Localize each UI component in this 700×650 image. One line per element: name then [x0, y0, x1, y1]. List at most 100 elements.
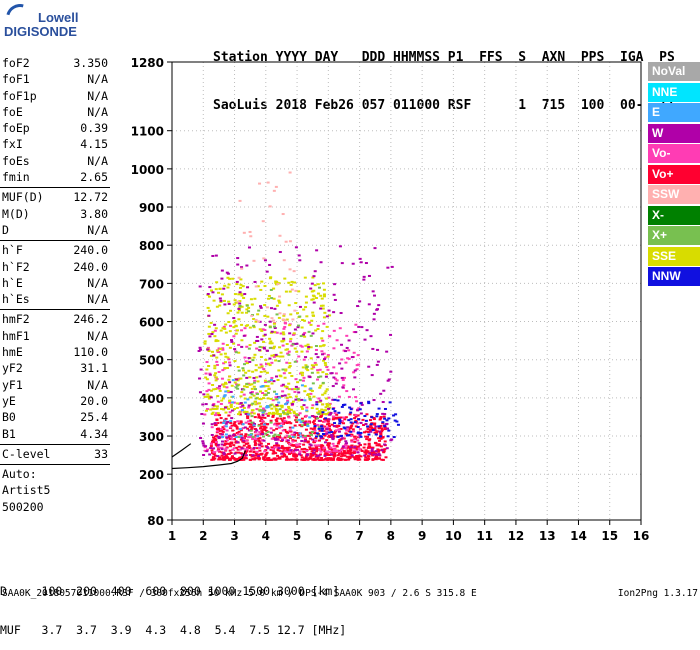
echo-point — [273, 423, 277, 426]
echo-point — [301, 458, 305, 461]
echo-point — [281, 390, 285, 393]
echo-point — [375, 453, 379, 456]
echo-point — [319, 450, 323, 453]
echo-point — [245, 345, 249, 348]
echo-point — [353, 457, 357, 460]
echo-point — [248, 326, 252, 329]
echo-point — [380, 449, 384, 452]
param-separator — [0, 309, 110, 311]
echo-point — [307, 345, 311, 348]
echo-point — [348, 447, 352, 450]
echo-point — [310, 430, 314, 433]
echo-point — [245, 308, 249, 311]
echo-point — [222, 408, 226, 411]
echo-point — [244, 360, 248, 363]
legend-item: SSW — [648, 185, 700, 204]
echo-point — [317, 397, 321, 400]
echo-point — [285, 422, 289, 425]
echo-point — [297, 290, 301, 293]
echo-point — [323, 434, 327, 437]
echo-point — [340, 358, 344, 361]
echo-point — [337, 425, 341, 428]
echo-point — [356, 305, 360, 308]
echo-point — [383, 443, 387, 446]
echo-point — [344, 444, 348, 447]
echo-point — [200, 413, 204, 416]
echo-point — [269, 276, 273, 279]
echo-point — [272, 319, 276, 322]
echo-point — [294, 416, 298, 419]
echo-point — [210, 449, 214, 452]
echo-point — [221, 348, 225, 351]
echo-point — [239, 421, 243, 424]
echo-point — [254, 442, 258, 445]
echo-point — [275, 420, 279, 423]
echo-point — [264, 358, 268, 361]
echo-point — [285, 361, 289, 364]
echo-point — [340, 367, 344, 370]
echo-point — [309, 387, 313, 390]
echo-point — [275, 398, 279, 401]
echo-point — [249, 391, 253, 394]
echo-point — [297, 418, 301, 421]
echo-point — [307, 330, 311, 333]
echo-point — [351, 428, 355, 431]
echo-point — [273, 327, 277, 330]
echo-point — [356, 354, 360, 357]
echo-point — [356, 458, 360, 461]
echo-point — [332, 445, 336, 448]
echo-point — [315, 435, 319, 438]
echo-point — [350, 356, 354, 359]
echo-point — [308, 398, 312, 401]
echo-point — [205, 450, 209, 453]
echo-point — [203, 340, 207, 343]
echo-point — [224, 422, 228, 425]
echo-point — [309, 427, 313, 430]
echo-point — [356, 426, 360, 429]
echo-point — [301, 379, 305, 382]
echo-point — [258, 349, 262, 352]
echo-point — [310, 282, 314, 285]
echo-point — [252, 446, 256, 449]
echo-point — [300, 374, 304, 377]
echo-point — [377, 437, 381, 440]
echo-point — [219, 458, 223, 461]
echo-point — [275, 417, 279, 420]
echo-point — [262, 457, 266, 460]
echo-point — [228, 401, 232, 404]
echo-point — [253, 439, 257, 442]
echo-point — [340, 437, 344, 440]
echo-point — [224, 454, 228, 457]
echo-point — [282, 411, 286, 414]
echo-point — [243, 452, 247, 455]
echo-point — [347, 430, 351, 433]
echo-point — [271, 411, 275, 414]
echo-point — [249, 298, 253, 301]
echo-point — [214, 288, 218, 291]
echo-point — [221, 347, 225, 350]
param-name: MUF(D) — [2, 190, 44, 205]
echo-point — [318, 386, 322, 389]
echo-point — [217, 437, 221, 440]
echo-point — [344, 361, 348, 364]
echo-point — [395, 420, 399, 423]
param-name: yE — [2, 393, 16, 408]
echo-point — [271, 415, 275, 418]
echo-point — [209, 447, 213, 450]
echo-point — [313, 270, 317, 273]
echo-point — [288, 412, 292, 415]
echo-point — [214, 454, 218, 457]
echo-point — [257, 455, 261, 458]
echo-point — [238, 306, 242, 309]
echo-point — [312, 419, 316, 422]
echo-point — [377, 304, 381, 307]
echo-point — [347, 419, 351, 422]
echo-point — [286, 352, 290, 355]
echo-point — [258, 405, 262, 408]
echo-point — [268, 364, 272, 367]
echo-point — [287, 416, 291, 419]
echo-point — [227, 302, 231, 305]
echo-point — [211, 404, 215, 407]
echo-point — [275, 304, 279, 307]
echo-point — [207, 382, 211, 385]
